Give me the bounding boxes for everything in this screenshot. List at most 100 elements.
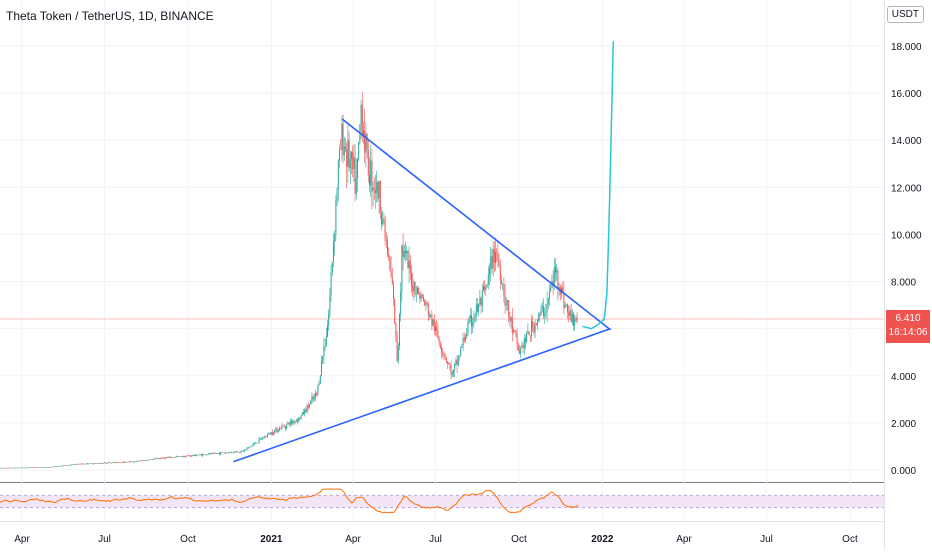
candle-body [451, 365, 452, 375]
candle-body [183, 456, 184, 457]
candle-body [257, 442, 258, 443]
candle-body [392, 277, 393, 284]
candle-body [39, 467, 40, 468]
candle-body [2, 468, 3, 469]
candle-body [568, 312, 569, 316]
candle-body [92, 463, 93, 464]
candle-body [197, 455, 198, 456]
candle-body [82, 464, 83, 465]
candle-body [454, 364, 455, 370]
candle-body [455, 360, 456, 364]
candle-body [34, 467, 35, 468]
candle-body [242, 451, 243, 452]
candle-body [572, 313, 573, 322]
candle-body [152, 459, 153, 460]
candle-body [383, 219, 384, 220]
candle-body [134, 462, 135, 463]
candle-body [273, 433, 274, 434]
candle-body [5, 468, 6, 469]
candle-body [370, 161, 371, 186]
candle-body [512, 317, 513, 332]
candle-body [226, 453, 227, 454]
candle-body [51, 467, 52, 468]
candle-body [262, 438, 263, 439]
candle-body [407, 251, 408, 268]
candle-body [109, 462, 110, 463]
candle-body [338, 161, 339, 189]
candle-body [507, 300, 508, 302]
candle-body [467, 323, 468, 333]
candle-body [231, 452, 232, 453]
candle-body [470, 315, 471, 318]
candle-body [160, 458, 161, 459]
candle-body [163, 457, 164, 458]
candle-body [375, 190, 376, 193]
candle-body [403, 245, 404, 256]
candle-body [493, 249, 494, 269]
candle-body [514, 330, 515, 331]
candle-body [278, 431, 279, 433]
candle-body [346, 149, 347, 167]
candle-body [128, 462, 129, 463]
candle-body [349, 140, 350, 169]
candle-body [453, 370, 454, 373]
candle-body [11, 468, 12, 469]
candle-body [476, 305, 477, 316]
candle-body [389, 257, 390, 270]
candle-body [441, 348, 442, 352]
candle-body [107, 462, 108, 463]
candle-body [209, 453, 210, 454]
candle-body [544, 314, 545, 315]
candle-body [482, 290, 483, 305]
candle-body [127, 462, 128, 463]
candle-body [147, 460, 148, 461]
candle-body [376, 182, 377, 193]
candle-body [325, 345, 326, 346]
candle-body [207, 455, 208, 456]
y-tick-label: 0.000 [891, 466, 916, 477]
candle-body [292, 422, 293, 424]
candle-body [289, 423, 290, 425]
candle-body [412, 286, 413, 291]
candle-body [393, 285, 394, 299]
candle-body [27, 468, 28, 469]
candle-body [89, 463, 90, 464]
candle-body [333, 242, 334, 262]
candle-body [172, 457, 173, 458]
candle-body [463, 338, 464, 346]
candle-body [428, 304, 429, 316]
candle-body [521, 345, 522, 347]
candle-body [472, 323, 473, 326]
candle-body [230, 452, 231, 453]
candle-body [347, 140, 348, 167]
candle-body [13, 468, 14, 469]
candle-body [555, 267, 556, 273]
candle-body [361, 105, 362, 125]
grid [0, 0, 885, 550]
candle-body [22, 467, 23, 468]
candle-body [71, 464, 72, 465]
candle-body [247, 448, 248, 449]
currency-tag[interactable]: USDT [887, 6, 924, 23]
x-tick-label: Jul [760, 534, 773, 545]
candle-body [277, 428, 278, 432]
candle-body [68, 465, 69, 466]
candle-body [260, 439, 261, 440]
candle-body [95, 463, 96, 464]
candle-body [500, 266, 501, 281]
candle-body [523, 345, 524, 348]
candle-body [331, 272, 332, 295]
candle-body [311, 397, 312, 402]
candle-body [388, 254, 389, 257]
candle-body [46, 467, 47, 468]
candle-body [301, 415, 302, 418]
candle-body [57, 466, 58, 467]
candle-body [229, 452, 230, 453]
candle-body [488, 274, 489, 284]
candle-body [435, 327, 436, 331]
candle-body [447, 361, 448, 363]
candle-body [21, 468, 22, 469]
candle-body [196, 455, 197, 456]
